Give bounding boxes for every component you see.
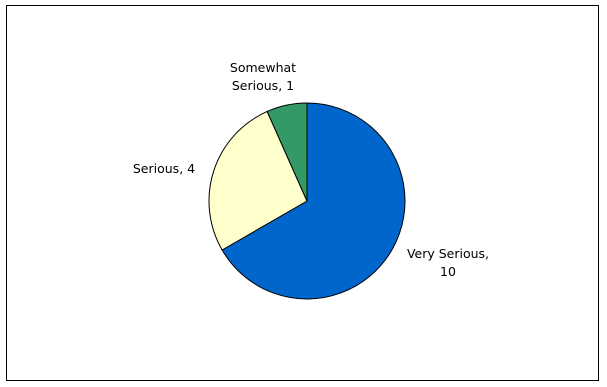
slice-label-serious: Serious, 4 [133, 161, 195, 176]
slice-label-very-serious: Very Serious, 10 [407, 246, 489, 279]
slice-label-line: 10 [440, 264, 456, 279]
slice-labels: Very Serious, 10 Serious, 4 Somewhat Serious… [133, 60, 489, 279]
slice-label-line: Serious, 1 [232, 78, 294, 93]
pie-slices [208, 102, 406, 300]
slice-label-somewhat-serious: Somewhat Serious, 1 [230, 60, 296, 93]
slice-label-line: Somewhat [230, 60, 296, 75]
slice-label-line: Very Serious, [407, 246, 489, 261]
pie-slice-very-serious [221, 102, 406, 300]
slice-label-line: Serious, 4 [133, 161, 195, 176]
pie-slice-somewhat-serious [266, 102, 308, 202]
